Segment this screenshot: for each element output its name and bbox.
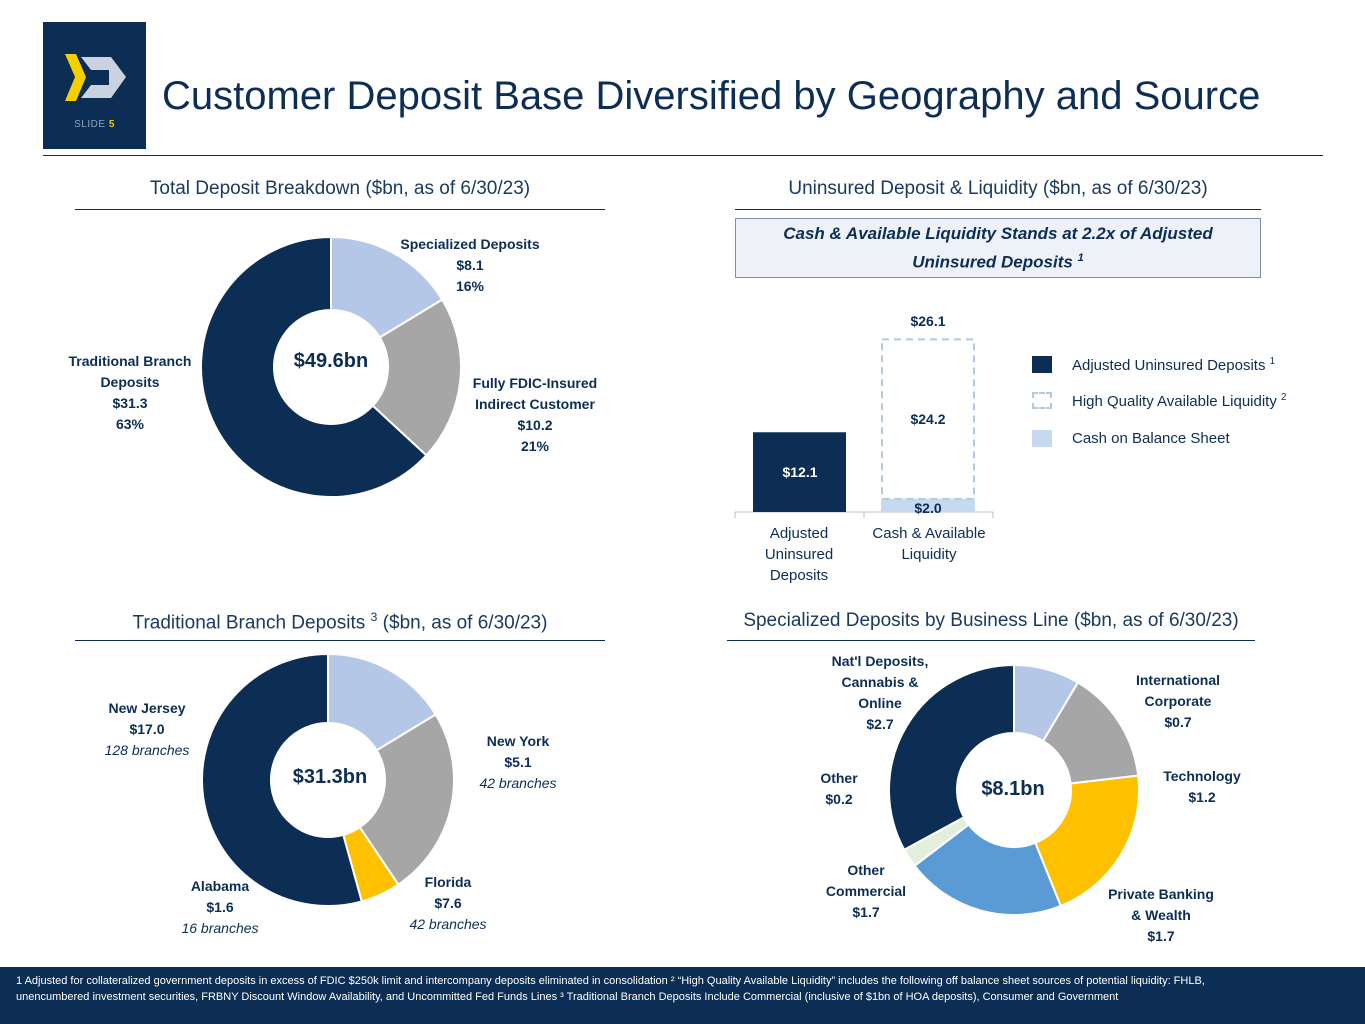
private-banking-label: Private Banking & Wealth $1.7 bbox=[1108, 886, 1214, 944]
specialized-deposit-donut bbox=[888, 663, 1140, 916]
bar-category-adjusted: Adjusted Uninsured Deposits bbox=[764, 525, 834, 584]
international-label: International Corporate $0.7 bbox=[1135, 672, 1220, 730]
legend-swatch-navy bbox=[1032, 356, 1052, 373]
donut-slice-3 bbox=[201, 652, 363, 907]
other-label: Other $0.2 bbox=[820, 770, 858, 807]
legend-swatch-dashed bbox=[1032, 392, 1052, 409]
bar-label-cash: $2.0 bbox=[914, 500, 941, 516]
donut-slice-3 bbox=[913, 823, 1063, 916]
technology-label: Technology $1.2 bbox=[1163, 768, 1241, 805]
uninsured-title: Uninsured Deposit & Liquidity ($bn, as o… bbox=[788, 178, 1208, 199]
uninsured-bar-chart: $12.1 $24.2 $2.0 $26.1 bbox=[734, 313, 994, 518]
traditional-branch-label: Traditional Branch Deposits $31.3 63% bbox=[68, 353, 192, 432]
branch-center-label: $31.3bn bbox=[292, 766, 368, 788]
new-jersey-label: New Jersey $17.0 128 branches bbox=[104, 700, 190, 758]
bar-cash-on-balance bbox=[881, 498, 975, 512]
bar-label-hq: $24.2 bbox=[910, 411, 945, 427]
uninsured-divider bbox=[735, 209, 1261, 210]
specialized-center-label: $8.1bn bbox=[981, 778, 1045, 800]
branch-divider bbox=[75, 640, 605, 641]
company-logo: SLIDE 5 bbox=[43, 22, 146, 149]
donut-slice-2 bbox=[1034, 774, 1140, 908]
donut-slice-5 bbox=[888, 663, 1015, 852]
total-deposit-divider bbox=[75, 209, 605, 210]
specialized-divider bbox=[727, 640, 1255, 641]
slide-number: SLIDE 5 bbox=[74, 119, 115, 130]
bar-hq-liquidity bbox=[881, 338, 975, 500]
fdic-insured-label: Fully FDIC-Insured Indirect Customer $10… bbox=[472, 375, 598, 454]
page-title: Customer Deposit Base Diversified by Geo… bbox=[162, 74, 1261, 118]
liquidity-callout: Cash & Available Liquidity Stands at 2.2… bbox=[735, 218, 1261, 278]
bar-label-adjusted: $12.1 bbox=[782, 464, 817, 480]
total-deposit-donut bbox=[200, 235, 462, 498]
footnotes: 1 Adjusted for collateralized government… bbox=[0, 967, 1365, 1024]
alabama-label: Alabama $1.6 16 branches bbox=[181, 878, 259, 936]
natl-deposits-label: Nat'l Deposits, Cannabis & Online $2.7 bbox=[831, 653, 929, 732]
specialized-deposits-label: Specialized Deposits $8.1 16% bbox=[400, 236, 540, 294]
other-commercial-label: Other Commercial $1.7 bbox=[825, 862, 907, 920]
florida-label: Florida $7.6 42 branches bbox=[409, 874, 487, 932]
specialized-title: Specialized Deposits by Business Line ($… bbox=[743, 610, 1239, 631]
bar-total-label: $26.1 bbox=[910, 313, 945, 329]
legend-swatch-lightblue bbox=[1032, 430, 1052, 447]
total-deposit-title: Total Deposit Breakdown ($bn, as of 6/30… bbox=[149, 178, 531, 199]
footnote-line-1: 1 Adjusted for collateralized government… bbox=[16, 975, 1205, 987]
new-york-label: New York $5.1 42 branches bbox=[479, 733, 557, 791]
branch-deposit-donut bbox=[201, 652, 455, 907]
bar-category-cash: Cash & Available Liquidity bbox=[872, 525, 986, 563]
donut-slice-1 bbox=[371, 298, 462, 457]
donut-slice-0 bbox=[330, 235, 444, 339]
total-center-label: $49.6bn bbox=[293, 350, 369, 372]
donut-slice-1 bbox=[358, 713, 455, 886]
branch-title: Traditional Branch Deposits 3 ($bn, as o… bbox=[132, 610, 548, 634]
donut-slice-2 bbox=[200, 235, 428, 498]
bar-adjusted-uninsured bbox=[753, 432, 846, 512]
title-divider bbox=[43, 155, 1323, 156]
chevron-logo-icon bbox=[65, 54, 126, 101]
footnote-line-2: unencumbered investment securities, FRBN… bbox=[16, 991, 1119, 1003]
